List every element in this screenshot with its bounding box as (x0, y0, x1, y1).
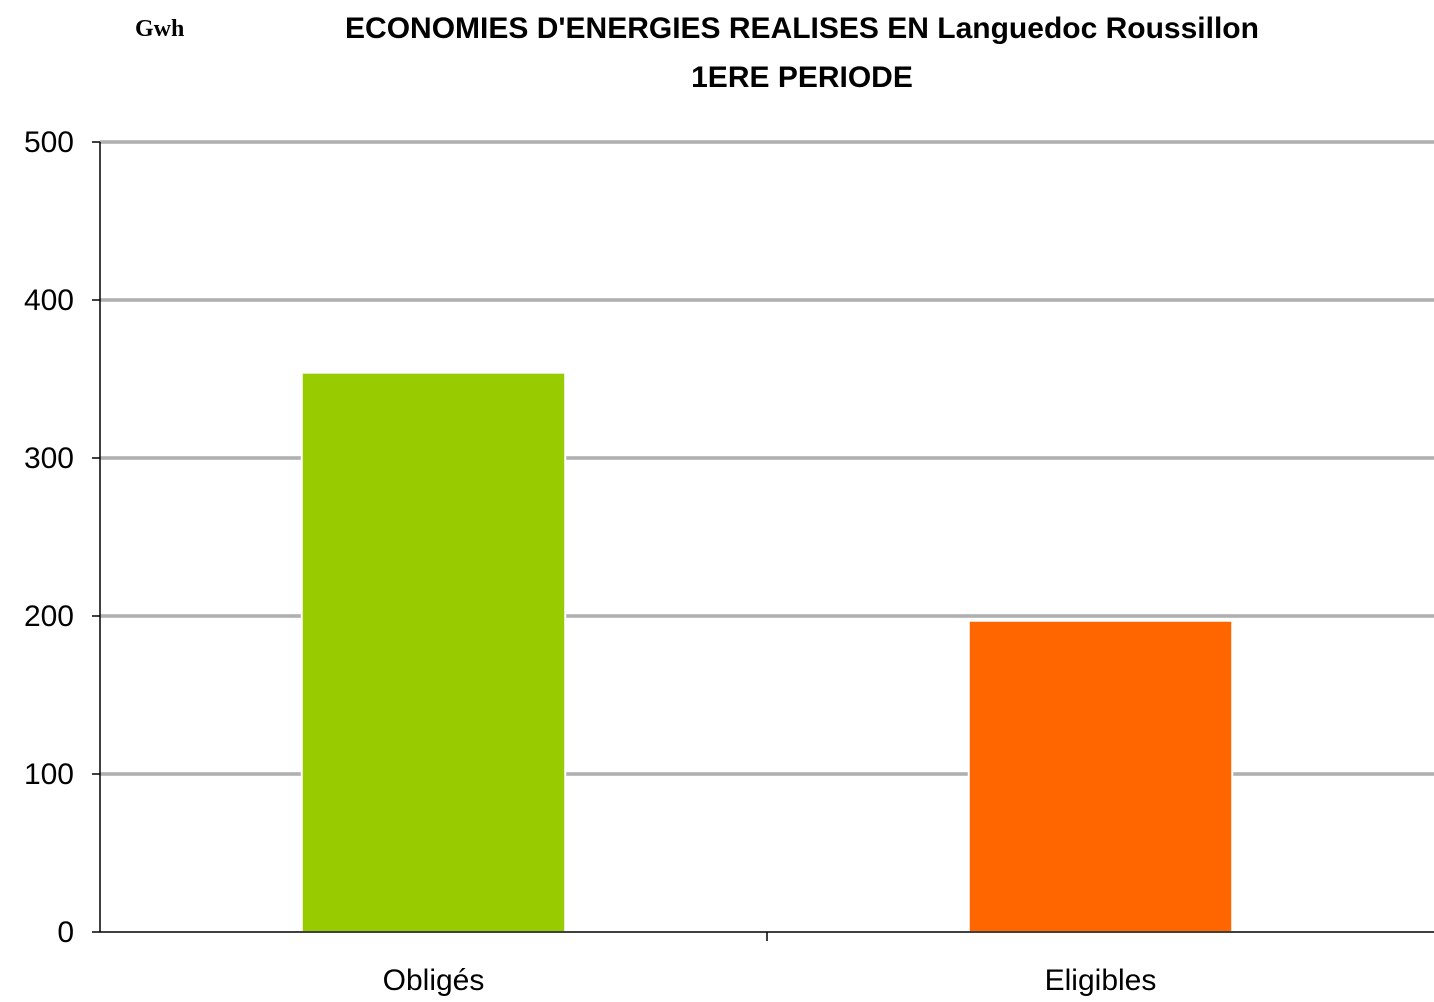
y-tick-label: 500 (24, 126, 74, 159)
gridlines (100, 140, 1434, 776)
x-category-label: Eligibles (1045, 964, 1157, 997)
y-tick-label: 400 (24, 284, 74, 317)
bars (300, 371, 1234, 933)
axis-labels: 0 100 200 300 400 500 Obligés Eligibles (24, 126, 1156, 997)
y-unit-label: Gwh (135, 16, 184, 42)
bar-2 (967, 619, 1234, 933)
y-tick-label: 300 (24, 442, 74, 475)
x-category-label: Obligés (383, 964, 485, 997)
y-tick-label: 100 (24, 758, 74, 791)
y-tick-label: 0 (57, 916, 74, 949)
chart-subtitle: 1ERE PERIODE (691, 61, 913, 94)
bar-1 (300, 371, 567, 933)
chart-title: ECONOMIES D'ENERGIES REALISES EN Langued… (345, 12, 1259, 45)
y-tick-label: 200 (24, 600, 74, 633)
axes (92, 141, 1434, 941)
